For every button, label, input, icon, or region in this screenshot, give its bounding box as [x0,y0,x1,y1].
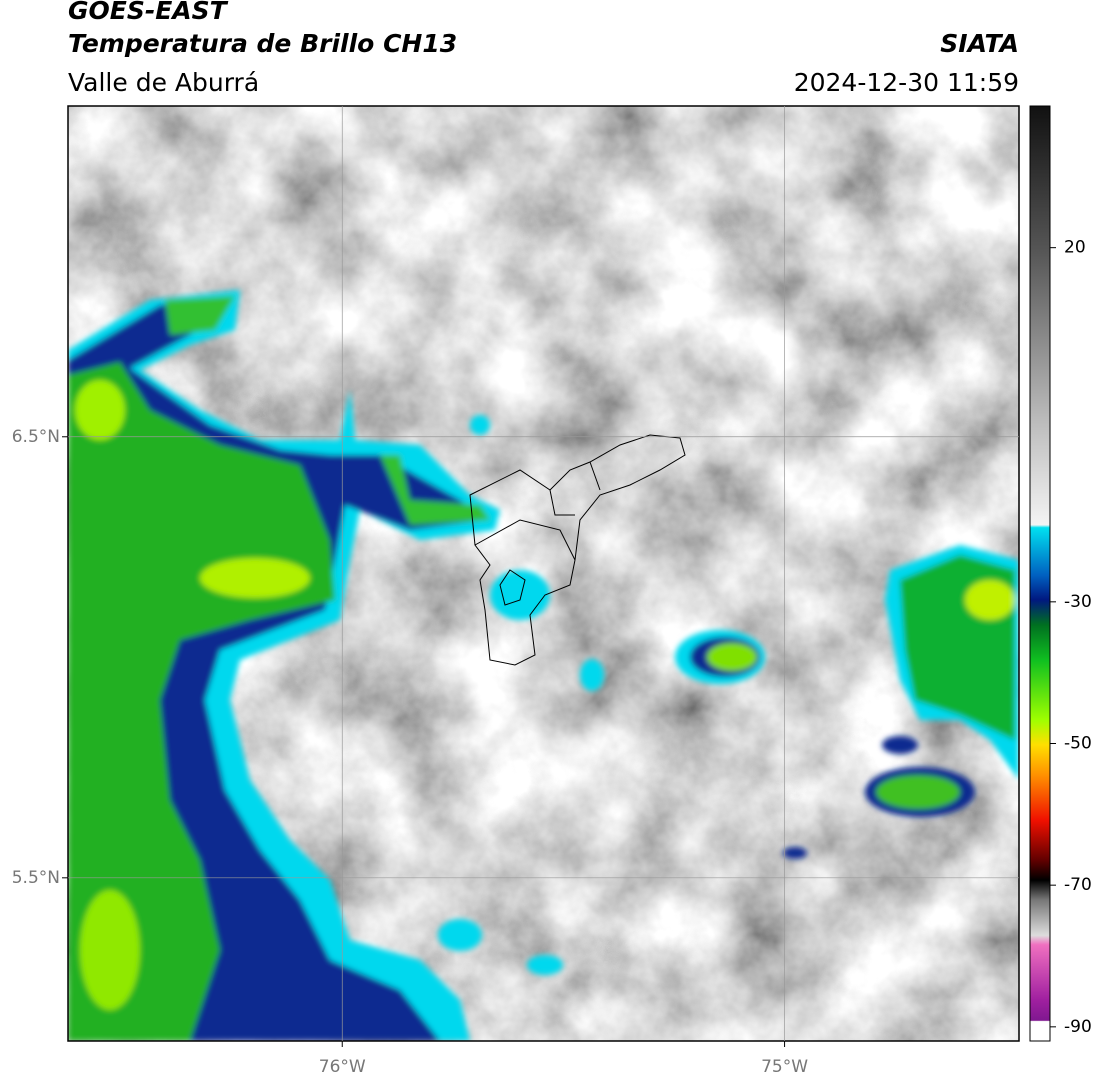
colorbar-tick-label: -70 [1064,875,1092,895]
subtitle: Temperatura de Brillo CH13 [68,29,457,58]
municipality-outline [469,434,686,666]
datetime: 2024-12-30 11:59 [794,68,1019,97]
colorbar-tick-label: -90 [1064,1017,1092,1037]
map-frame [67,105,1020,1042]
colorbar-tick-label: 20 [1064,238,1086,258]
cold-clouds [68,290,1019,1041]
x-tick-label: 75°W [761,1057,808,1077]
colorbar-tick-label: -50 [1064,734,1092,754]
map-image [68,106,1019,1041]
colorbar-tick-label: -30 [1064,592,1092,612]
y-tick-label: 6.5°N [12,427,60,447]
colorbar [1029,105,1051,1042]
y-tick-label: 5.5°N [12,868,60,888]
title: GOES-EAST [68,0,229,25]
x-tick-label: 76°W [319,1057,366,1077]
source: SIATA [940,29,1019,58]
region: Valle de Aburrá [68,68,259,97]
